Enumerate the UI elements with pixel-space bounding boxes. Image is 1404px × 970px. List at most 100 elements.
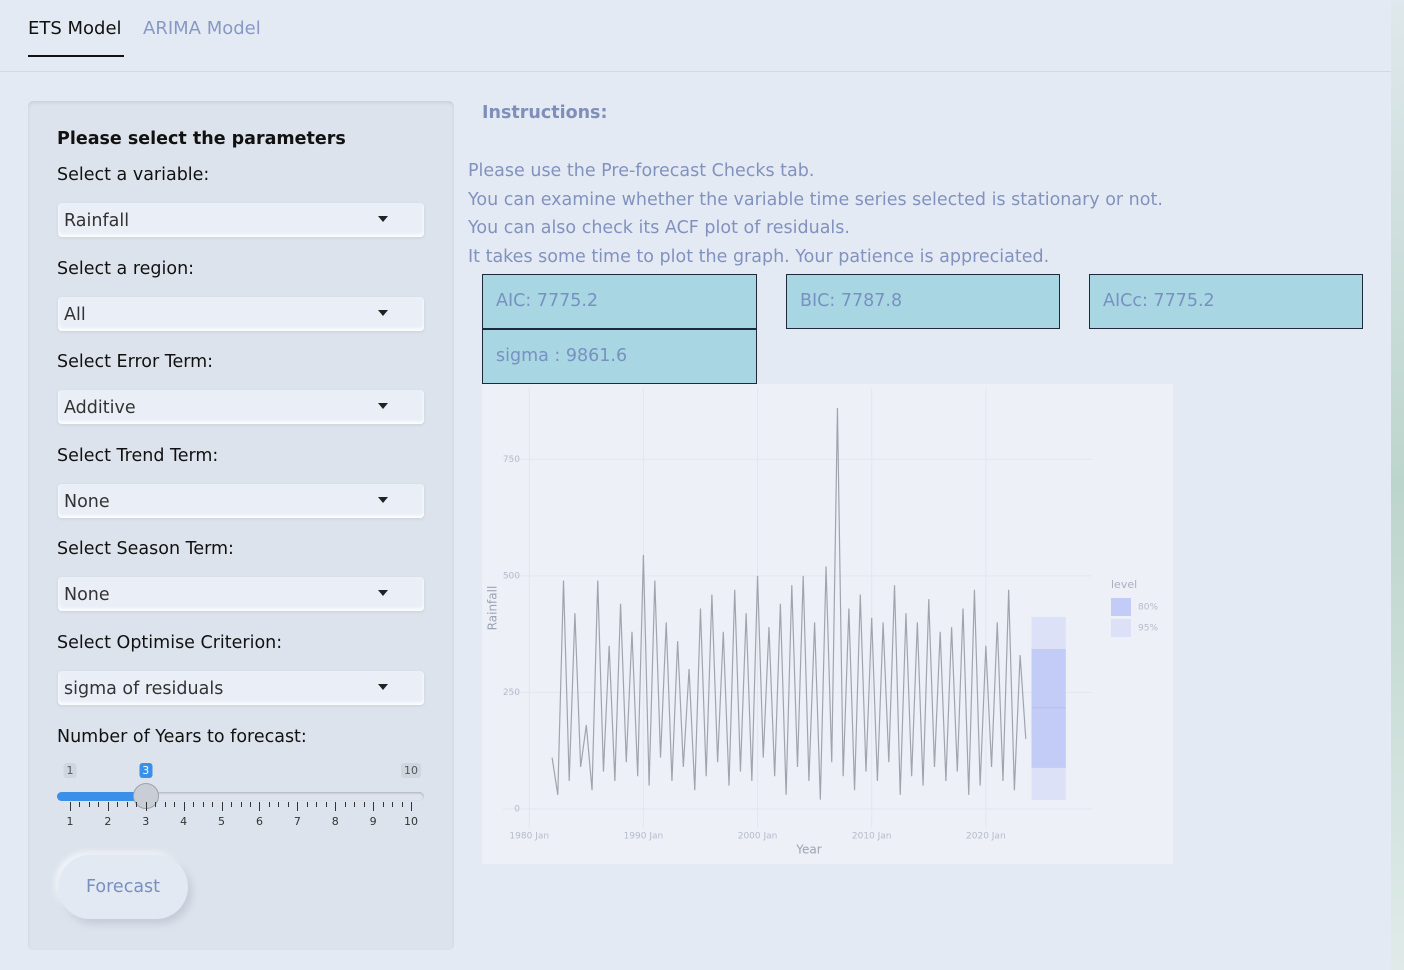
field-label: Select a region: [57,258,195,279]
slider-minor-tick [249,802,251,807]
slider-bubble: 1 [63,763,77,778]
legend-swatch [1111,619,1131,637]
slider-tick [297,802,299,811]
forecast-band [1031,649,1066,768]
slider-minor-tick [306,802,308,807]
slider-track [57,792,424,801]
slider-minor-tick [117,802,119,807]
x-tick-label: 2000 Jan [738,832,778,842]
x-tick-label: 1990 Jan [624,832,664,842]
series-line [551,408,1027,800]
slider-minor-tick [401,802,403,807]
slider-tick-label: 8 [331,815,339,828]
stat-box: AICc: 7775.2 [1089,274,1363,329]
y-axis-label: Rainfall [486,586,500,631]
slider-tick [221,802,223,811]
slider-tick-label: 7 [293,815,301,828]
slider-minor-tick [212,802,214,807]
instruction-line: It takes some time to plot the graph. Yo… [468,247,1050,268]
legend-title: level [1111,578,1137,591]
slider-bubble: 10 [401,763,421,778]
y-tick-label: 0 [514,804,520,814]
slider-tick-label: 3 [142,815,150,828]
slider-minor-tick [354,802,356,807]
select[interactable]: sigma of residuals [58,671,424,705]
slider-tick [183,802,185,811]
side-strip [1391,0,1404,970]
slider-tick [259,802,261,811]
slider-tick-label: 6 [255,815,263,828]
slider-minor-tick [202,802,204,807]
y-tick-label: 750 [503,455,520,465]
legend-swatch [1111,598,1131,616]
stat-box: AIC: 7775.2 [482,274,757,329]
slider-tick-label: 4 [180,815,188,828]
slider-minor-tick [287,802,289,807]
slider-minor-tick [268,802,270,807]
slider-minor-tick [278,802,280,807]
stat-box: BIC: 7787.8 [786,274,1060,329]
slider-label: Number of Years to forecast: [57,727,307,747]
slider-tick-label: 2 [104,815,112,828]
slider-minor-tick [155,802,157,807]
stat-box: sigma : 9861.6 [482,329,757,384]
slider-minor-tick [363,802,365,807]
slider-tick [107,802,109,811]
slider-minor-tick [79,802,81,807]
sidebar-title: Please select the parameters [57,129,346,149]
select[interactable]: Rainfall [58,203,424,237]
slider-tick [411,802,412,811]
slider-tick [145,802,147,811]
y-tick-label: 500 [503,571,520,581]
select[interactable]: Additive [58,390,424,425]
slider-minor-tick [193,802,195,807]
legend-label: 80% [1138,603,1158,613]
slider-minor-tick [126,802,128,807]
slider-minor-tick [98,802,100,807]
x-tick-label: 2020 Jan [966,832,1006,842]
tab-divider [0,71,1391,72]
y-tick-label: 250 [503,688,520,698]
slider-tick [70,802,71,811]
instructions-title: Instructions: [482,103,608,123]
slider-minor-tick [174,802,176,807]
chart: Year Rainfall level 0 250 500 750 1980 Jan 19… [482,384,1173,864]
select[interactable]: None [58,483,424,518]
slider-tick-label: 1 [66,815,74,828]
slider-minor-tick [316,802,318,807]
slider-tick [373,802,375,811]
instruction-line: You can also check its ACF plot of resid… [468,218,850,239]
slider-bubble: 3 [139,763,153,778]
select[interactable]: All [58,296,424,331]
slider-minor-tick [231,802,233,807]
select[interactable]: None [58,577,424,612]
slider-minor-tick [325,802,327,807]
tab[interactable]: ETS Model [28,18,122,39]
instruction-line: You can examine whether the variable tim… [468,189,1163,210]
slider-tick-label: 9 [369,815,377,828]
field-label: Select Trend Term: [57,445,219,466]
field-label: Select Optimise Criterion: [57,633,283,653]
legend-label: 95% [1138,624,1158,634]
field-label: Select a variable: [57,165,210,185]
forecast-button[interactable]: Forecast [58,855,188,919]
tab-underline [28,55,124,57]
slider-minor-tick [240,802,242,807]
sidebar [28,101,454,950]
field-label: Select Error Term: [57,352,214,373]
slider-minor-tick [344,802,346,807]
field-label: Select Season Term: [57,539,234,560]
slider-minor-tick [164,802,166,807]
x-tick-label: 2010 Jan [852,832,892,842]
slider-fill [57,792,146,801]
slider-tick [335,802,337,811]
x-axis-label: Year [795,843,821,857]
slider-minor-tick [88,802,90,807]
slider-minor-tick [392,802,394,807]
slider-minor-tick [136,802,138,807]
x-tick-label: 1980 Jan [509,832,549,842]
slider-tick-label: 10 [404,815,418,828]
tab[interactable]: ARIMA Model [143,18,261,39]
slider-tick-label: 5 [218,815,226,828]
